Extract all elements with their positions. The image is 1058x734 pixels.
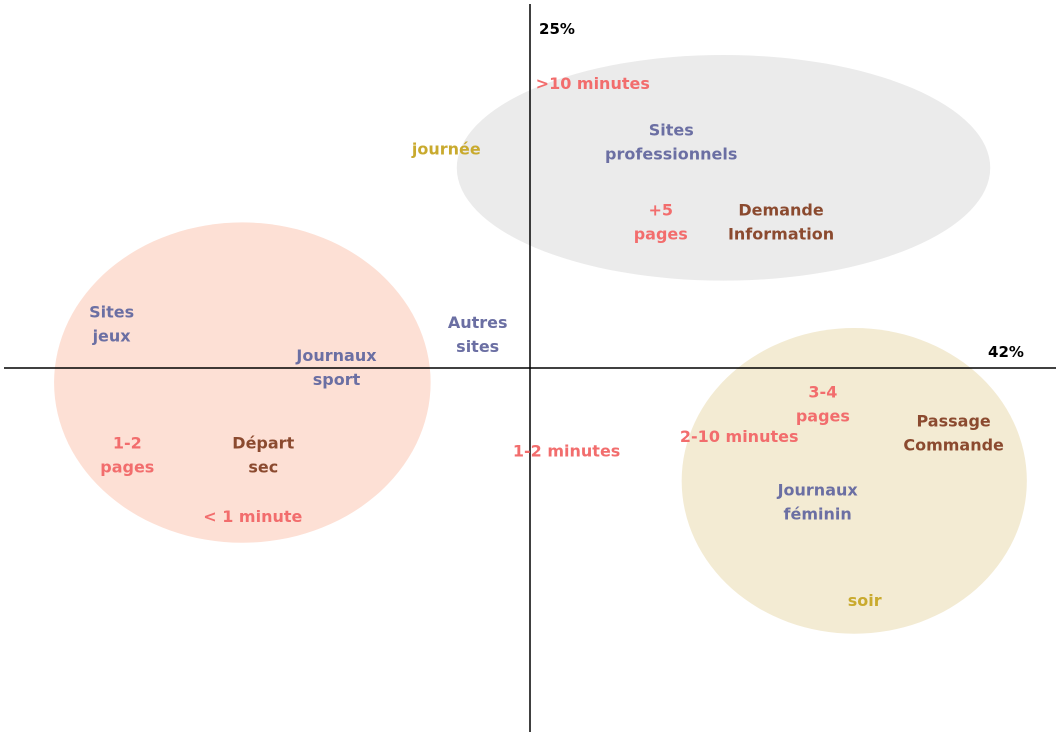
point-label-line: Commande	[903, 436, 1004, 455]
point-label-line: Information	[728, 224, 834, 243]
point-label: < 1 minute	[203, 507, 302, 526]
point-label-line: sites	[456, 337, 499, 356]
cluster-ellipse	[456, 54, 991, 281]
point-label-line: sec	[248, 457, 278, 476]
point-label: soir	[848, 591, 882, 610]
point-label-line: jeux	[92, 326, 132, 345]
point-label-line: 2-10 minutes	[680, 427, 799, 446]
cluster-layer	[54, 54, 1027, 634]
point-label-line: sport	[313, 370, 361, 389]
point-label: Sites jeux	[89, 302, 134, 345]
point-label: Autres sites	[448, 313, 508, 356]
cluster-ellipse	[54, 222, 431, 543]
point-label: Journaux sport	[295, 346, 377, 389]
point-label: Demande Information	[728, 200, 834, 243]
x-axis-label: 42%	[988, 343, 1024, 361]
point-label-line: +5	[648, 200, 673, 219]
cluster-ellipse	[681, 327, 1027, 634]
point-label: >10 minutes	[536, 74, 650, 93]
point-label-line: Sites	[89, 302, 134, 321]
point-label-line: soir	[848, 591, 882, 610]
point-label-line: Sites	[649, 120, 694, 139]
point-label-line: Départ	[232, 433, 294, 452]
point-label-line: 3-4	[808, 382, 837, 401]
point-label-line: journée	[411, 140, 481, 159]
point-label: 1-2 pages	[100, 433, 154, 476]
point-label-line: Passage	[917, 412, 991, 431]
point-label: 2-10 minutes	[680, 427, 799, 446]
point-label: Départ sec	[232, 433, 294, 476]
point-label-line: < 1 minute	[203, 507, 302, 526]
point-label: journée	[411, 140, 481, 159]
y-axis-label: 25%	[539, 20, 575, 38]
point-label-line: 1-2 minutes	[513, 442, 620, 461]
point-label: Journaux féminin	[777, 481, 859, 524]
point-label: Sites professionnels	[605, 120, 737, 163]
axes-layer: 42% 25%	[4, 4, 1056, 732]
point-label-line: >10 minutes	[536, 74, 650, 93]
point-label: Passage Commande	[903, 412, 1004, 455]
point-label-line: professionnels	[605, 144, 737, 163]
point-label-line: Demande	[738, 200, 823, 219]
point-label-line: féminin	[784, 505, 852, 524]
point-label: 1-2 minutes	[513, 442, 620, 461]
point-labels-layer: >10 minutes Sites professionnels journée +5 p…	[89, 74, 1004, 610]
point-label: 3-4 pages	[796, 382, 850, 425]
point-label-line: pages	[100, 457, 154, 476]
point-label-line: Autres	[448, 313, 508, 332]
point-label-line: pages	[796, 406, 850, 425]
point-label-line: Journaux	[295, 346, 377, 365]
point-label-line: Journaux	[777, 481, 859, 500]
point-label-line: pages	[634, 224, 688, 243]
point-label: +5 pages	[634, 200, 688, 243]
point-label-line: 1-2	[113, 433, 142, 452]
